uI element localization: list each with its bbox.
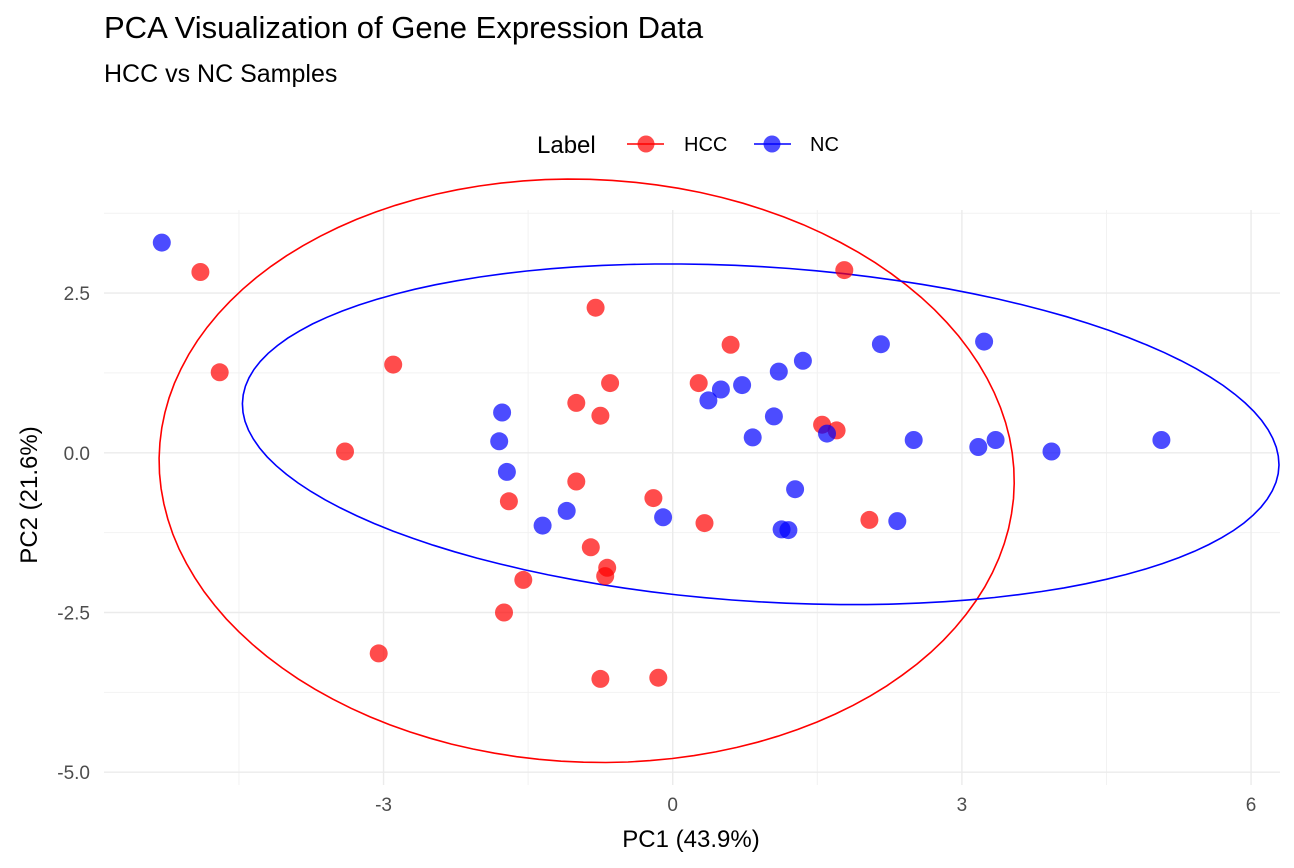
data-point-hcc (581, 538, 600, 557)
data-point-nc (871, 335, 890, 354)
data-point-nc (533, 516, 552, 535)
data-point-nc (969, 438, 988, 456)
data-point-hcc (721, 335, 740, 354)
y-axis-title: PC2 (21.6%) (16, 426, 43, 563)
confidence-ellipse-hcc (158, 178, 1016, 764)
data-point-hcc (499, 492, 518, 511)
ellipses (158, 178, 1280, 764)
data-point-hcc (591, 669, 610, 688)
data-point-nc (1042, 442, 1061, 461)
data-point-nc (975, 332, 994, 351)
data-point-hcc (384, 355, 403, 374)
data-point-nc (888, 512, 907, 531)
data-point-nc (490, 432, 509, 451)
data-point-nc (779, 521, 798, 540)
data-point-hcc (369, 644, 388, 663)
chart-subtitle: HCC vs NC Samples (104, 60, 338, 88)
x-tick-label: 3 (957, 795, 968, 816)
x-tick-label: -3 (375, 795, 392, 816)
data-point-hcc (514, 570, 533, 589)
data-point-nc (986, 431, 1005, 449)
legend-title: Label (537, 132, 596, 159)
data-point-hcc (567, 472, 586, 491)
chart-title: PCA Visualization of Gene Expression Dat… (104, 10, 704, 45)
y-tick-label: 2.5 (64, 284, 90, 305)
x-axis-title: PC1 (43.9%) (622, 826, 759, 853)
legend-label-hcc: HCC (684, 134, 727, 156)
data-point-nc (152, 233, 171, 252)
data-point-hcc (860, 510, 879, 529)
legend: Label HCC NC (537, 132, 839, 159)
tick-labels: -3 0 3 6 -5.0 -2.5 0.0 2.5 (57, 284, 1256, 816)
legend-label-nc: NC (810, 134, 839, 156)
data-point-nc (733, 376, 752, 395)
grid (104, 210, 1280, 785)
data-point-nc (743, 428, 762, 447)
data-point-hcc (689, 374, 708, 393)
data-point-nc (786, 480, 805, 499)
y-tick-label: -5.0 (57, 763, 90, 784)
data-point-nc (904, 431, 923, 449)
data-point-nc (493, 403, 512, 422)
data-point-hcc (336, 442, 354, 461)
confidence-ellipse-nc (241, 263, 1280, 606)
legend-key-hcc (627, 135, 664, 153)
data-point-nc (557, 501, 576, 520)
data-point-nc (818, 424, 836, 443)
y-tick-label: -2.5 (57, 604, 90, 625)
data-point-hcc (567, 393, 586, 412)
data-point-nc (699, 391, 718, 410)
data-point-nc (769, 362, 788, 381)
data-point-nc (497, 462, 516, 481)
data-point-hcc (649, 668, 668, 687)
data-point-hcc (695, 514, 714, 533)
data-point-hcc (601, 374, 620, 393)
data-point-nc (764, 407, 783, 426)
data-point-nc (654, 508, 673, 527)
points (152, 233, 1171, 688)
x-tick-label: 0 (667, 795, 678, 816)
data-point-nc (793, 351, 812, 370)
data-point-nc (711, 380, 730, 399)
data-point-hcc (191, 263, 210, 281)
data-point-hcc (835, 261, 854, 280)
data-point-hcc (495, 603, 513, 622)
x-tick-label: 6 (1246, 795, 1257, 816)
legend-key-nc (754, 135, 791, 153)
data-point-hcc (591, 406, 610, 425)
data-point-hcc (210, 363, 229, 382)
y-tick-label: 0.0 (64, 444, 90, 465)
data-point-hcc (598, 558, 617, 577)
data-point-nc (1152, 431, 1171, 449)
data-point-hcc (586, 298, 605, 317)
data-point-hcc (644, 489, 663, 508)
